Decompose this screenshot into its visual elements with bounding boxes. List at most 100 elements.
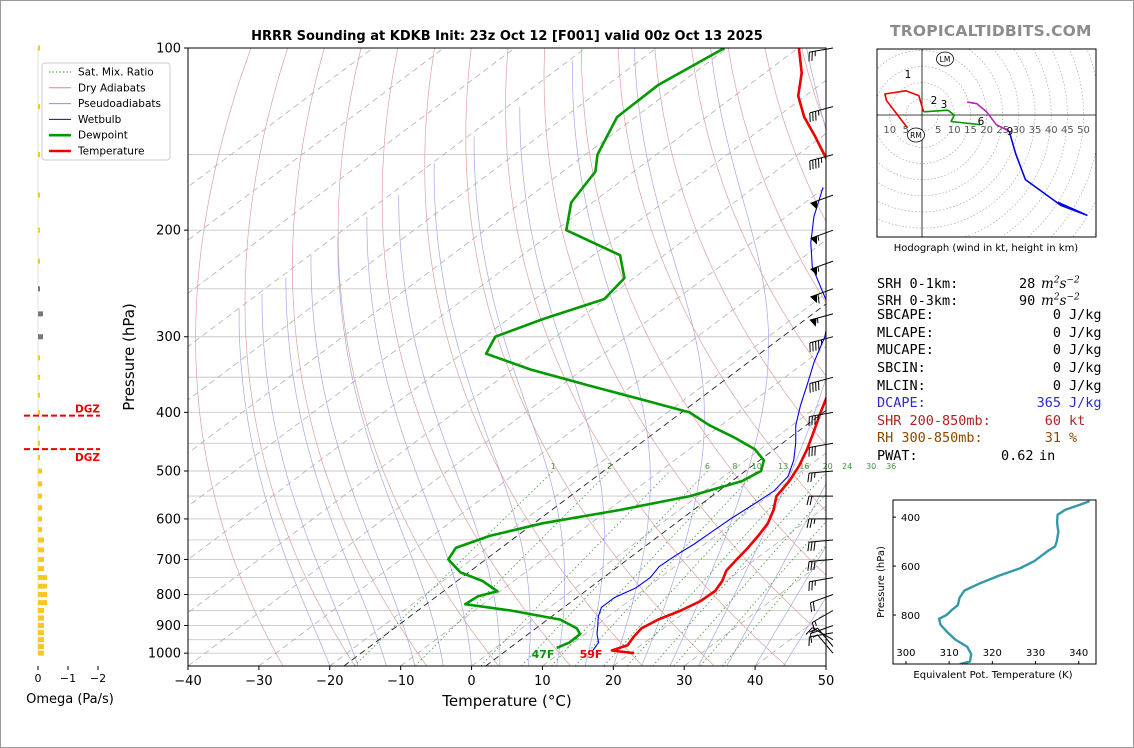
omega-bar [38,575,47,581]
hodo-ring-label: 5 [903,125,909,136]
dry-adiabat-line [381,48,571,666]
param-unit: m2s−2 [1041,292,1080,310]
wind-barb [809,625,834,643]
pseudoadiabat-line [310,255,416,666]
wind-barb [810,288,834,304]
wind-barb [809,376,834,393]
hodo-trace [967,101,1010,132]
omega-panel: DGZ DGZ 0 −1 −2 Omega (Pa/s) [24,45,114,707]
omega-bar [38,286,40,292]
omega-bar [38,615,44,621]
theta-e-ylabel: Pressure (hPa) [876,546,887,618]
param-label: SBCAPE: [877,307,934,324]
dry-adiabat-line [691,48,826,377]
hodo-height-label: 1 [905,69,912,81]
param-value: 0 [1052,360,1061,376]
hodo-height-label: 3 [941,99,948,111]
hodo-trace [1008,130,1088,216]
y-tick-label: 700 [156,553,181,568]
dry-adiabat-line [543,48,826,639]
hodo-ring-label: 45 [1061,125,1074,136]
legend-entry: Dewpoint [78,130,128,142]
omega-bar [38,600,47,606]
omega-bar [38,607,44,613]
omega-bar [38,583,47,589]
param-unit: J/kg [1069,360,1102,376]
param-unit: kt [1069,412,1086,429]
hodo-height-label: 9 [1007,126,1014,138]
y-tick-label: 1000 [148,647,181,662]
pseudoadiabat-line [754,545,826,666]
param-unit: J/kg [1069,377,1102,394]
theta-e-x-tick-label: 310 [940,648,959,659]
param-label: SRH 0-1km: [877,275,959,292]
y-axis-label: Pressure (hPa) [120,303,138,411]
omega-bar [38,592,47,598]
y-tick-label: 600 [156,512,181,527]
mixing-ratio-line [699,521,826,666]
y-tick-label: 500 [156,465,181,480]
x-tick-label: −20 [316,674,343,689]
mixing-ratio-label: 8 [732,462,737,471]
param-row: SRH 0-3km: 90 m2s−2 [877,290,1080,311]
param-label: SHR 200-850mb: [877,412,991,429]
isotherm-line [683,559,826,666]
omega-bar [38,104,40,110]
theta-e-border [892,499,1097,665]
omega-bar [38,374,40,380]
y-tick-label: 200 [156,224,181,239]
theta-e-x-tick-label: 300 [896,648,915,659]
dry-adiabat-line [292,48,428,666]
y-tick-label: 900 [156,619,181,634]
param-unit: in [1039,448,1056,464]
legend-entry: Pseudoadiabats [78,98,161,110]
series-dewpoint [446,48,766,650]
omega-bar [38,192,40,198]
hodo-ring-label: 30 [1013,125,1026,136]
dry-adiabat-line [337,48,499,666]
hodo-trace [923,109,981,126]
theta-e-y-tick-label: 600 [901,562,920,573]
dry-adiabat-line [580,48,826,576]
param-row: SHR 200-850mb: 60 kt [877,413,1085,431]
x-tick-label: −40 [174,674,201,689]
x-tick-label: −10 [387,674,414,689]
param-label: MLCIN: [877,377,926,394]
param-unit: J/kg [1069,307,1102,324]
isotherm-line [471,399,826,666]
reference-dash-line [343,303,826,666]
mixing-ratio-line [652,472,826,666]
param-row: SRH 0-1km: 28 m2s−2 [877,272,1080,293]
omega-bar [38,644,44,650]
omega-bar [38,630,44,636]
mixing-ratio-label: 20 [823,462,833,471]
mixing-ratio-line [521,470,708,666]
pseudoadiabat-line [473,136,566,666]
param-value: 0 [1052,324,1061,341]
param-value: 28 [1019,275,1036,292]
mixing-ratio-label: 36 [886,462,896,471]
param-label: PWAT: [877,448,918,464]
wind-barb [808,442,834,457]
omega-bar [38,152,40,158]
plot-area-border [187,47,827,667]
omega-bar [38,311,43,317]
wind-barb [808,411,834,426]
param-label: SBCIN: [877,360,926,376]
omega-bar [38,409,40,415]
x-tick-label: 30 [676,674,693,689]
omega-bar [38,258,40,264]
omega-bar [38,516,42,522]
wind-barb [809,106,834,123]
x-tick-label: 40 [747,674,764,689]
param-label: MUCAPE: [877,342,934,359]
wind-barb [806,495,833,506]
hodo-ring-label: 15 [964,125,977,136]
param-value: 31 [1044,430,1061,447]
omega-bar [38,537,44,543]
pseudoadiabat-line [285,278,387,666]
mixing-ratio-line [574,470,758,666]
wind-barb [807,539,834,552]
legend-entry: Temperature [77,146,145,158]
series-temperature [610,48,826,655]
